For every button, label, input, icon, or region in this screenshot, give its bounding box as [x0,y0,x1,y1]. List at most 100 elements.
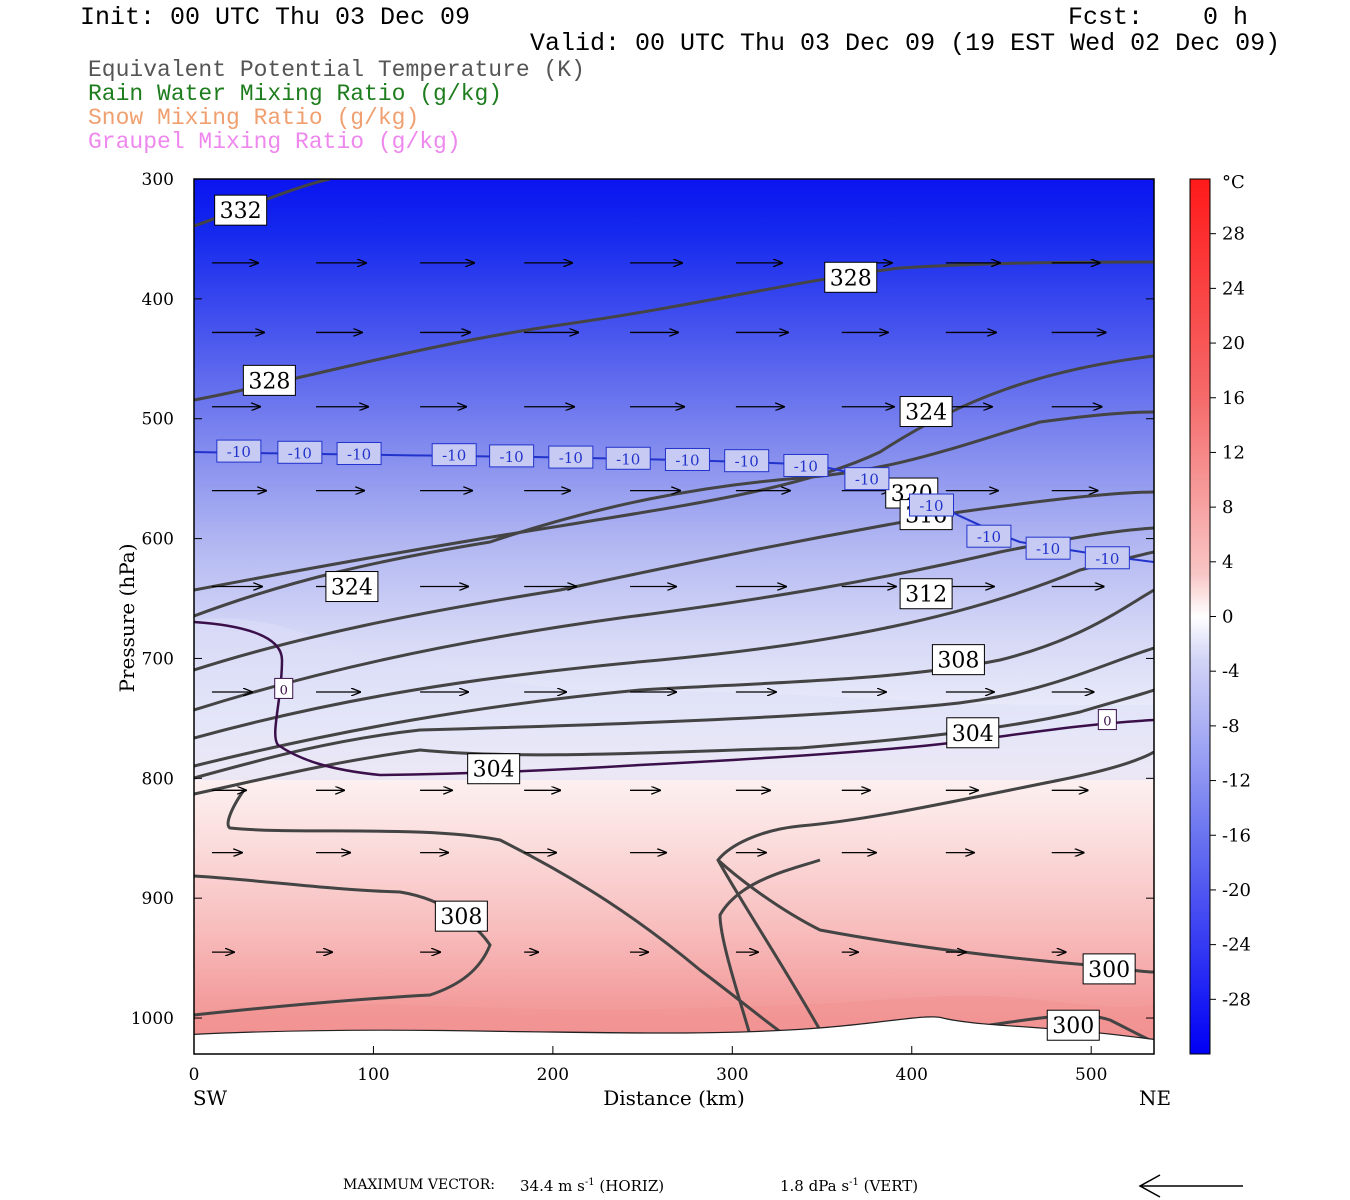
y-tick-label: 800 [142,769,174,789]
max-vector-vert: 1.8 dPa s-1 (VERT) [780,1177,919,1195]
isotherm-label: 0 [1103,715,1111,730]
valid-time: Valid: 00 UTC Thu 03 Dec 09 (19 EST Wed … [530,29,1281,58]
theta-e-contour-1 [194,260,1154,402]
isotherm-label-box [336,441,382,465]
isotherm-label: -10 [735,453,759,471]
y-tick-label: 500 [142,410,174,430]
x-tick-label: 200 [537,1065,569,1085]
theta-e-contour-7 [194,588,1154,768]
theta-e-contour-10 [226,789,786,1037]
x-axis-label: Distance (km) [603,1086,745,1110]
isotherm-label: -10 [1036,540,1060,558]
colorbar-label: 4 [1222,552,1233,573]
theta-e-contour-9 [194,688,1154,796]
isotherm-label-box [724,449,770,473]
theta-e-label: 312 [905,583,947,608]
theta-e-contour-3 [194,410,1154,618]
y-tick-label: 700 [142,649,174,669]
colorbar-label: -20 [1222,880,1251,901]
theta-e-label-box [946,717,1000,749]
colorbar-label: -16 [1222,825,1251,846]
isotherm-label-box [966,524,1012,548]
colorbar-label: -4 [1222,661,1240,682]
y-tick-label: 300 [142,170,174,190]
theta-e-label: 328 [830,266,872,291]
isotherm-label: -10 [1095,550,1119,568]
isotherm-label-box [548,445,594,469]
x-tick-label: 100 [357,1065,389,1085]
isotherm-label: -10 [675,451,699,469]
isotherm-label: -10 [288,444,312,462]
isotherm-label-box [605,446,651,470]
y-tick-label: 900 [142,889,174,909]
plot-frame [193,178,1155,1055]
isotherm-label-box [908,493,954,517]
isotherm-label: -10 [347,445,371,463]
theta-e-label-box [1082,953,1136,985]
colorbar-label: -8 [1222,716,1240,737]
x-tick-label: 300 [716,1065,748,1085]
theta-e-label: 324 [905,401,947,426]
colorbar-unit: °C [1222,172,1245,193]
x-axis-right-end: NE [1139,1086,1171,1110]
colorbar-label: -24 [1222,935,1251,956]
theta-e-label-box [242,364,296,396]
cool-pocket-shading [194,618,1154,780]
theta-e-label-box [824,261,878,293]
theta-e-label: 324 [331,576,373,601]
max-vector-horiz: 34.4 m s-1 (HORIZ) [520,1177,665,1195]
isotherm-label: -10 [616,450,640,468]
theta-e-label: 332 [220,199,262,224]
terrain-fill [194,1017,1154,1054]
theta-e-contour-2 [194,354,1154,592]
isotherm-label-box [1025,536,1071,560]
theta-e-contour-12 [718,858,821,1036]
isotherm-label-box [1097,709,1117,731]
x-axis-left-end: SW [193,1086,228,1110]
y-tick-label: 600 [142,530,174,550]
colorbar-label: -12 [1222,771,1251,792]
isotherm-label-box [664,447,710,471]
y-tick-label: 400 [142,290,174,310]
colorbar [1189,178,1211,1055]
isotherm-label: -10 [559,449,583,467]
isotherm-label-box [489,444,535,468]
isotherm-label-box [1084,546,1130,570]
theta-e-label-box [931,644,985,676]
y-axis-label: Pressure (hPa) [115,544,139,693]
colorbar-label: 28 [1222,224,1245,245]
x-tick-label: 0 [189,1065,200,1085]
isotherm-label: -10 [794,457,818,475]
reference-arrow [1138,1174,1243,1198]
legend-snow: Snow Mixing Ratio (g/kg) [88,105,420,131]
theta-e-label-box [899,396,953,428]
colorbar-label: 0 [1222,607,1233,628]
isotherm-label: -10 [500,448,524,466]
theta-e-label-box [214,194,268,226]
colorbar-label: 8 [1222,497,1233,518]
theta-e-contour-0 [194,179,331,228]
isotherm-label: -10 [227,443,251,461]
max-vector-label: MAXIMUM VECTOR: [343,1177,495,1193]
isotherm-label-box [274,677,294,699]
legend-theta-e: Equivalent Potential Temperature (K) [88,57,585,83]
isotherm-label: -10 [442,447,466,465]
isotherm-label-box [216,439,262,463]
y-axis: 300 400 500 600 700 800 900 1000 [131,170,1154,1029]
isotherm-label-box [844,467,890,491]
colorbar-label: 24 [1222,278,1245,299]
isotherm-label-box [277,440,323,464]
theta-e-label-box [899,578,953,610]
x-axis: 0 100 200 300 400 500 [189,1046,1107,1085]
colorbar-ticks: 28 24 20 16 12 8 4 0 -4 -8 -12 -16 -20 -24 -28 [1210,224,1251,1010]
legend-graupel: Graupel Mixing Ratio (g/kg) [88,129,461,155]
colorbar-label: -28 [1222,989,1251,1010]
theta-e-labels: 3323283283243203163243123083043043083003… [214,194,1136,1041]
init-time: Init: 00 UTC Thu 03 Dec 09 [80,3,471,32]
x-tick-label: 500 [1075,1065,1107,1085]
plot-area: 3323283283243203163243123083043043083003… [194,179,1154,1054]
theta-e-label: 328 [248,369,290,394]
isotherm-label: -10 [977,528,1001,546]
legend-rain: Rain Water Mixing Ratio (g/kg) [88,81,503,107]
